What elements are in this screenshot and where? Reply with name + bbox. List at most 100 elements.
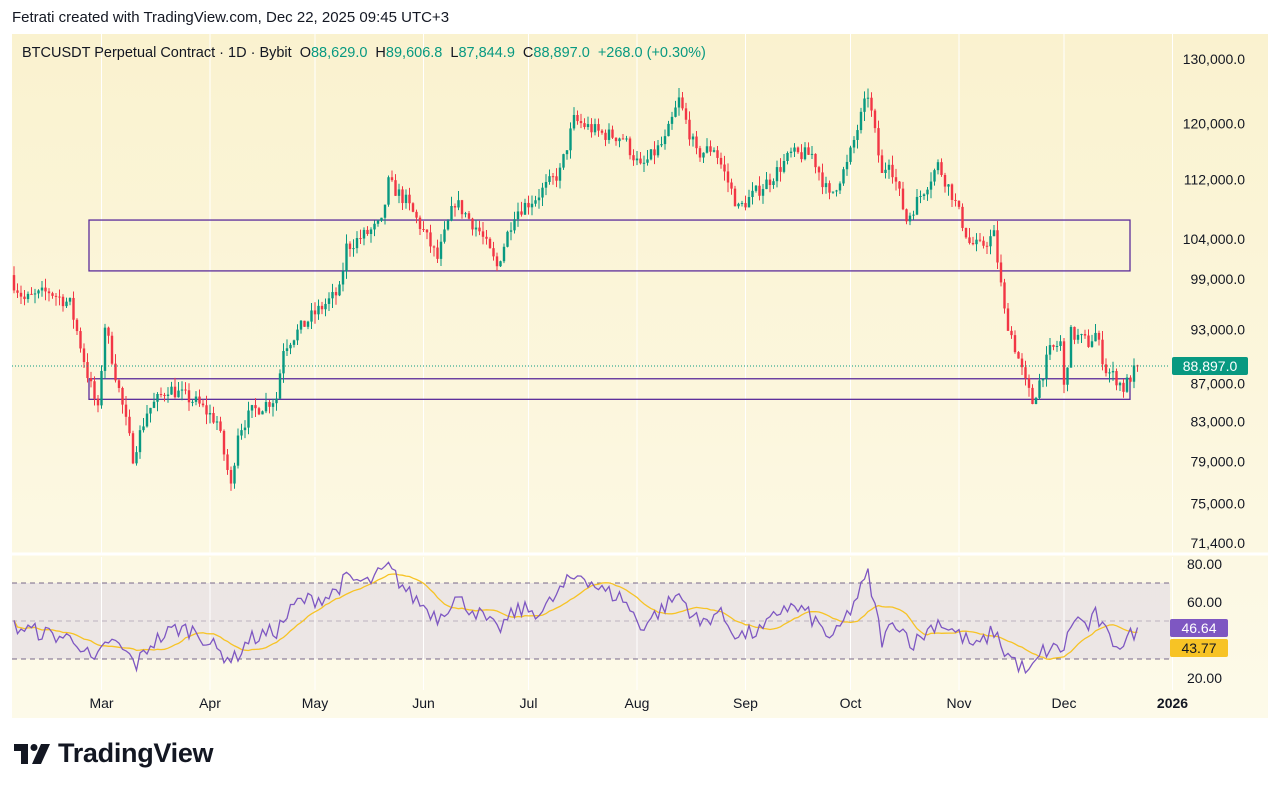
candle-body	[401, 189, 404, 204]
time-tick-label: Dec	[1052, 695, 1077, 711]
candle-body	[212, 413, 215, 423]
candle-body	[663, 136, 667, 145]
candle-body	[1003, 282, 1006, 309]
candle-body	[975, 239, 978, 245]
candle-body	[446, 220, 450, 230]
candle-body	[740, 203, 744, 205]
candle-body	[1017, 352, 1020, 359]
candle-body	[891, 164, 894, 178]
candle-body	[177, 390, 180, 398]
candle-body	[929, 181, 933, 190]
candle-body	[219, 421, 222, 431]
candle-body	[376, 220, 380, 224]
candle-body	[593, 124, 597, 133]
candle-body	[72, 297, 75, 320]
candle-body	[19, 292, 23, 297]
time-axis: Mar Apr May Jun Jul Aug Sep Oct Nov Dec 2026	[89, 695, 1188, 711]
candle-body	[37, 290, 40, 294]
candle-body	[380, 217, 383, 221]
candle-body	[474, 227, 478, 230]
candle-body	[639, 158, 642, 164]
candle-body	[26, 293, 30, 300]
candle-body	[796, 147, 800, 153]
rsi-tick-label: 80.00	[1187, 556, 1222, 572]
candle-body	[495, 256, 499, 267]
candle-body	[765, 179, 768, 190]
candle-body	[425, 229, 429, 233]
candle-body	[233, 465, 236, 484]
candle-body	[548, 176, 551, 182]
vertical-grid	[101, 34, 1173, 690]
candle-body	[30, 293, 33, 295]
tradingview-logo[interactable]: TradingView	[14, 738, 214, 769]
candle-body	[926, 189, 929, 195]
rsi-badge	[1170, 619, 1228, 637]
candle-body	[362, 229, 366, 239]
candle-body	[828, 183, 831, 193]
candle-body	[978, 239, 982, 241]
candle-body	[737, 203, 740, 207]
candle-body	[733, 188, 737, 207]
candle-body	[583, 123, 586, 128]
candle-body	[397, 189, 401, 196]
candle-body	[100, 370, 103, 406]
candle-body	[191, 401, 194, 403]
candle-body	[383, 204, 387, 218]
candle-body	[807, 147, 810, 155]
candle-body	[481, 231, 485, 237]
last-price-badge	[1172, 356, 1248, 375]
candle-body	[786, 152, 789, 162]
candle-body	[261, 411, 264, 415]
candle-body	[908, 215, 912, 222]
candle-body	[933, 170, 936, 182]
candle-body	[964, 227, 968, 238]
candle-body	[51, 293, 54, 296]
candle-body	[450, 206, 453, 221]
candle-body	[940, 162, 943, 175]
candle-body	[61, 296, 65, 307]
last-price-tag: 88,897.0	[1172, 356, 1248, 375]
candle-body	[1125, 377, 1129, 392]
candle-body	[1048, 345, 1052, 355]
candle-body	[16, 290, 19, 293]
candle-body	[471, 218, 474, 230]
candle-body	[180, 389, 184, 391]
candle-body	[1038, 380, 1041, 398]
candle-body	[824, 183, 828, 188]
candle-body	[870, 97, 873, 111]
candle-body	[457, 200, 460, 208]
candle-body	[922, 194, 926, 196]
candle-body	[1055, 345, 1059, 347]
candle-body	[947, 184, 950, 187]
candle-body	[1052, 345, 1055, 347]
candle-body	[999, 262, 1003, 283]
candle-body	[1101, 339, 1104, 365]
candle-body	[485, 236, 488, 239]
rsi-value-tag: 46.64	[1170, 619, 1228, 637]
time-tick-label: May	[302, 695, 328, 711]
candle-body	[366, 229, 369, 235]
candle-body	[320, 305, 324, 310]
candle-body	[695, 136, 698, 149]
candle-body	[247, 410, 250, 428]
candle-body	[436, 247, 439, 259]
price-tick-label: 112,000.0	[1184, 171, 1245, 187]
price-tick-label: 79,000.0	[1191, 453, 1246, 469]
candle-body	[1010, 330, 1013, 336]
candle-body	[516, 211, 520, 220]
candle-body	[880, 155, 884, 173]
candle-body	[285, 348, 289, 352]
candle-body	[1013, 335, 1017, 353]
candle-body	[712, 150, 716, 152]
candle-body	[411, 203, 415, 212]
candle-body	[47, 291, 51, 294]
candle-body	[1076, 334, 1080, 340]
brand-name: TradingView	[58, 738, 214, 768]
last-price-value: 88,897.0	[1183, 358, 1238, 374]
candle-body	[103, 327, 107, 371]
candle-body	[1020, 358, 1024, 368]
candle-body	[114, 363, 117, 381]
rsi-axis: 80.00 60.00 20.00	[1187, 556, 1222, 686]
